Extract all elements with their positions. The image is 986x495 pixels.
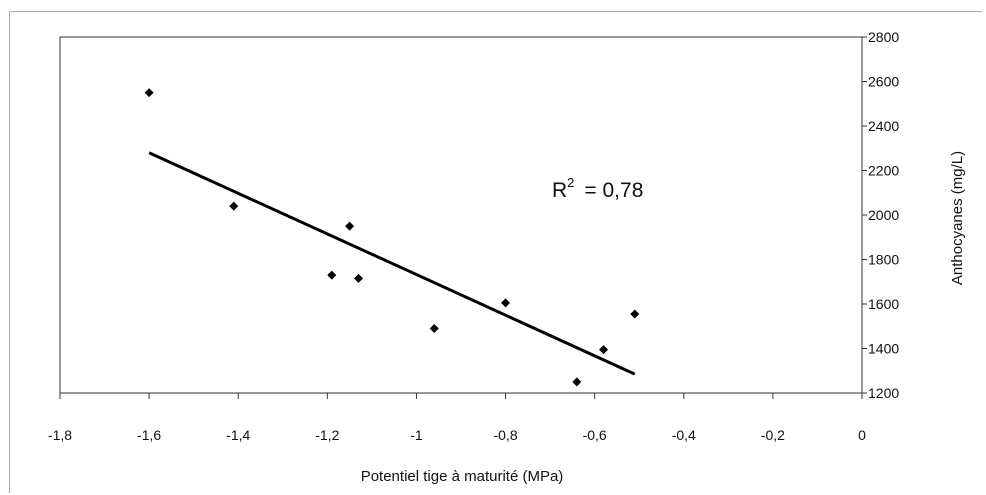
y-axis-label: Anthocyanes (mg/L)	[949, 151, 966, 285]
plot-area	[59, 36, 863, 394]
r-squared-annotation: R2 = 0,78	[552, 175, 643, 202]
data-point	[572, 377, 582, 387]
r-squared-superscript: 2	[567, 175, 574, 190]
x-tick-label: -0,8	[493, 427, 517, 443]
x-tick-label: -1,8	[48, 427, 72, 443]
x-tick-label: 0	[858, 427, 866, 443]
y-tick-label: 2200	[868, 163, 899, 179]
r-squared-label: R	[552, 179, 567, 202]
data-point	[229, 201, 239, 211]
x-tick-label: -1	[410, 427, 423, 443]
trend-line	[148, 151, 636, 376]
data-points	[144, 88, 640, 387]
y-tick-label: 2800	[868, 29, 899, 45]
r-squared-value: = 0,78	[584, 179, 643, 202]
x-tick-label: -0,6	[583, 427, 607, 443]
x-tick-label: -1,2	[315, 427, 339, 443]
y-tick-label: 1200	[868, 385, 899, 401]
y-tick-label: 1800	[868, 252, 899, 268]
data-point	[144, 88, 154, 98]
y-tick-label: 1400	[868, 341, 899, 357]
y-axis-ticks: 1200 1400 1600 1800 2000 2200 2400 2600 2800	[862, 29, 899, 401]
x-tick-label: -1,6	[137, 427, 161, 443]
x-axis-label: Potentiel tige à maturité (MPa)	[361, 468, 564, 485]
x-tick-label: -0,2	[761, 427, 785, 443]
chart-frame	[9, 11, 982, 493]
data-point	[345, 221, 355, 231]
data-point	[630, 309, 640, 319]
data-point	[354, 273, 364, 283]
data-point	[501, 298, 511, 308]
x-tick-label: -0,4	[672, 427, 696, 443]
y-tick-label: 2000	[868, 207, 899, 223]
data-point	[429, 323, 439, 333]
x-axis-ticks: -1,8 -1,6 -1,4 -1,2 -1 -0,8 -0,6 -0,4 -0,2 0	[48, 393, 866, 443]
data-point	[599, 345, 609, 355]
data-point	[327, 270, 337, 280]
y-tick-label: 2400	[868, 118, 899, 134]
y-tick-label: 1600	[868, 296, 899, 312]
y-tick-label: 2600	[868, 74, 899, 90]
x-tick-label: -1,4	[226, 427, 250, 443]
